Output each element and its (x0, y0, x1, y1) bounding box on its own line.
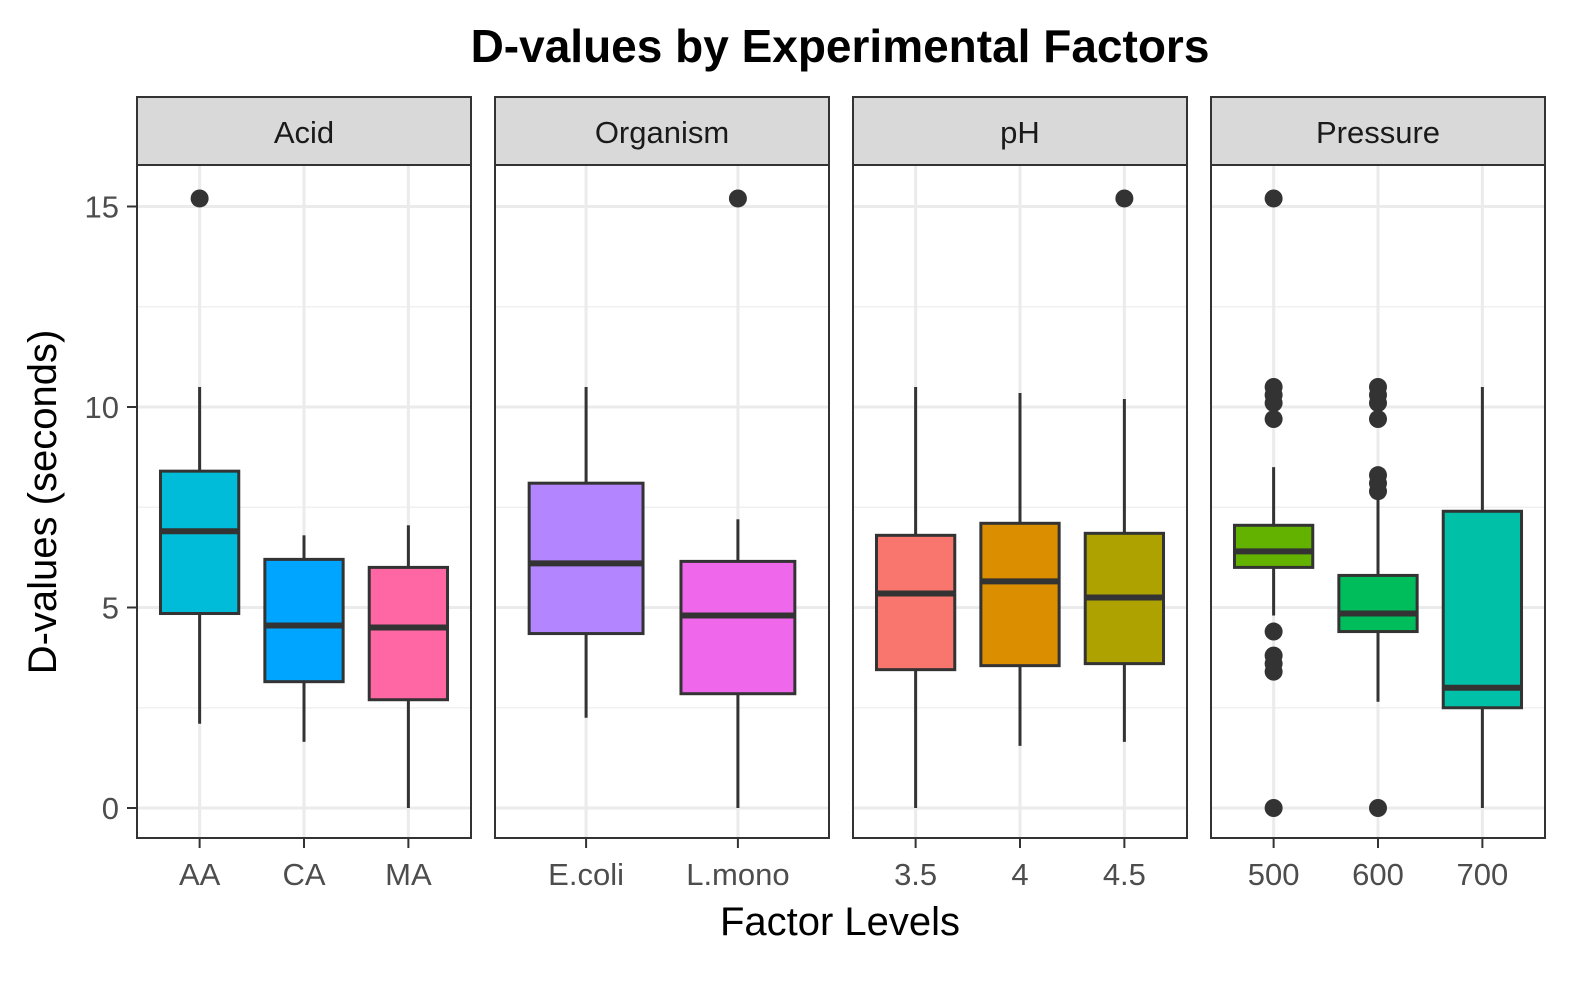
outlier-point (1264, 189, 1283, 208)
box-acid-CA (263, 535, 345, 742)
facet-panel-organism: E.coli L.mono Organism (494, 96, 830, 892)
iqr-box (367, 565, 450, 702)
iqr-box (263, 557, 345, 684)
x-tick-label: AA (179, 857, 221, 892)
box-acid-AA (158, 189, 241, 724)
x-tick-label: MA (385, 857, 432, 892)
facet-strip-label: pH (1000, 115, 1040, 150)
box-ph-3.5 (874, 386, 957, 808)
iqr-box (158, 469, 241, 616)
outlier-point (1369, 482, 1387, 501)
iqr-box (874, 533, 957, 672)
box-pressure-600 (1337, 377, 1419, 817)
x-tick-label: 4 (1011, 857, 1028, 892)
x-tick-label: E.coli (548, 857, 624, 892)
box-pressure-500 (1232, 189, 1315, 817)
outlier-point (1264, 799, 1283, 817)
chart-title: D-values by Experimental Factors (471, 20, 1210, 72)
facet-strip (494, 96, 830, 166)
box-organism-E.coli (527, 386, 645, 718)
facet-strip-label: Pressure (1316, 115, 1440, 150)
box-organism-L.mono (679, 189, 797, 808)
y-tick-label: 5 (102, 591, 119, 626)
box-ph-4 (979, 392, 1061, 746)
box-acid-MA (367, 525, 450, 808)
outlier-point (1264, 662, 1283, 681)
x-tick-label: 700 (1457, 857, 1509, 892)
y-tick-label: 15 (85, 190, 119, 225)
facet-strip-label: Organism (595, 115, 729, 150)
facet-panel-pressure: 500 600 700 Pressure (1210, 96, 1546, 892)
outlier-point (1369, 410, 1387, 429)
outlier-point (1264, 410, 1283, 429)
y-tick-label: 10 (85, 390, 119, 425)
facet-panels: AA CA MA Acid E.coli L.mono Organism 3.5 4 4.5 pH 5… (136, 96, 1546, 892)
y-tick-label: 0 (102, 791, 119, 826)
x-tick-label: CA (282, 857, 325, 892)
outlier-point (728, 189, 747, 208)
x-axis-title: Factor Levels (720, 900, 960, 944)
outlier-point (1369, 799, 1387, 817)
x-tick-label: 500 (1248, 857, 1300, 892)
x-tick-label: L.mono (686, 857, 789, 892)
iqr-box (979, 521, 1061, 668)
facet-strip (136, 96, 472, 166)
iqr-box (679, 559, 797, 696)
iqr-box (1232, 523, 1315, 569)
outlier-point (1369, 393, 1387, 412)
y-axis-title: D-values (seconds) (21, 330, 65, 675)
iqr-box (527, 481, 645, 636)
facet-strip (1210, 96, 1546, 166)
iqr-box (1441, 509, 1524, 710)
outlier-point (1264, 393, 1283, 412)
box-ph-4.5 (1083, 189, 1166, 742)
x-tick-label: 3.5 (894, 857, 937, 892)
facet-panel-ph: 3.5 4 4.5 pH (852, 96, 1188, 892)
facet-strip-label: Acid (274, 115, 334, 150)
box-pressure-700 (1441, 386, 1524, 808)
y-axis: 0 5 10 15 (85, 190, 137, 826)
iqr-box (1337, 573, 1419, 634)
outlier-point (1264, 622, 1283, 641)
outlier-point (190, 189, 209, 208)
facet-strip (852, 96, 1188, 166)
x-tick-label: 4.5 (1103, 857, 1146, 892)
x-tick-label: 600 (1352, 857, 1404, 892)
outlier-point (1115, 189, 1134, 208)
facet-panel-acid: AA CA MA Acid (136, 96, 472, 892)
